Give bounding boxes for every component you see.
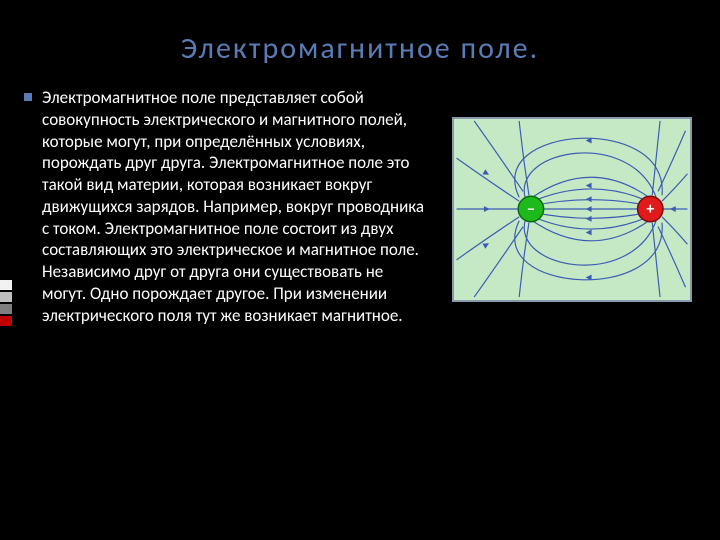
text-column: Электромагнитное поле представляет собой… [42,87,428,326]
side-mark [0,280,12,290]
side-mark [0,316,12,326]
svg-text:+: + [646,200,654,219]
slide-title: Электромагнитное поле. [0,0,720,87]
field-svg: −+ [454,119,690,300]
side-mark [0,292,12,302]
field-diagram: −+ [452,117,692,302]
bullet-icon [24,93,32,101]
side-mark [0,304,12,314]
content-row: Электромагнитное поле представляет собой… [0,87,720,326]
svg-text:−: − [527,200,535,219]
side-decorative-marks [0,280,14,328]
body-paragraph: Электромагнитное поле представляет собой… [42,87,428,326]
